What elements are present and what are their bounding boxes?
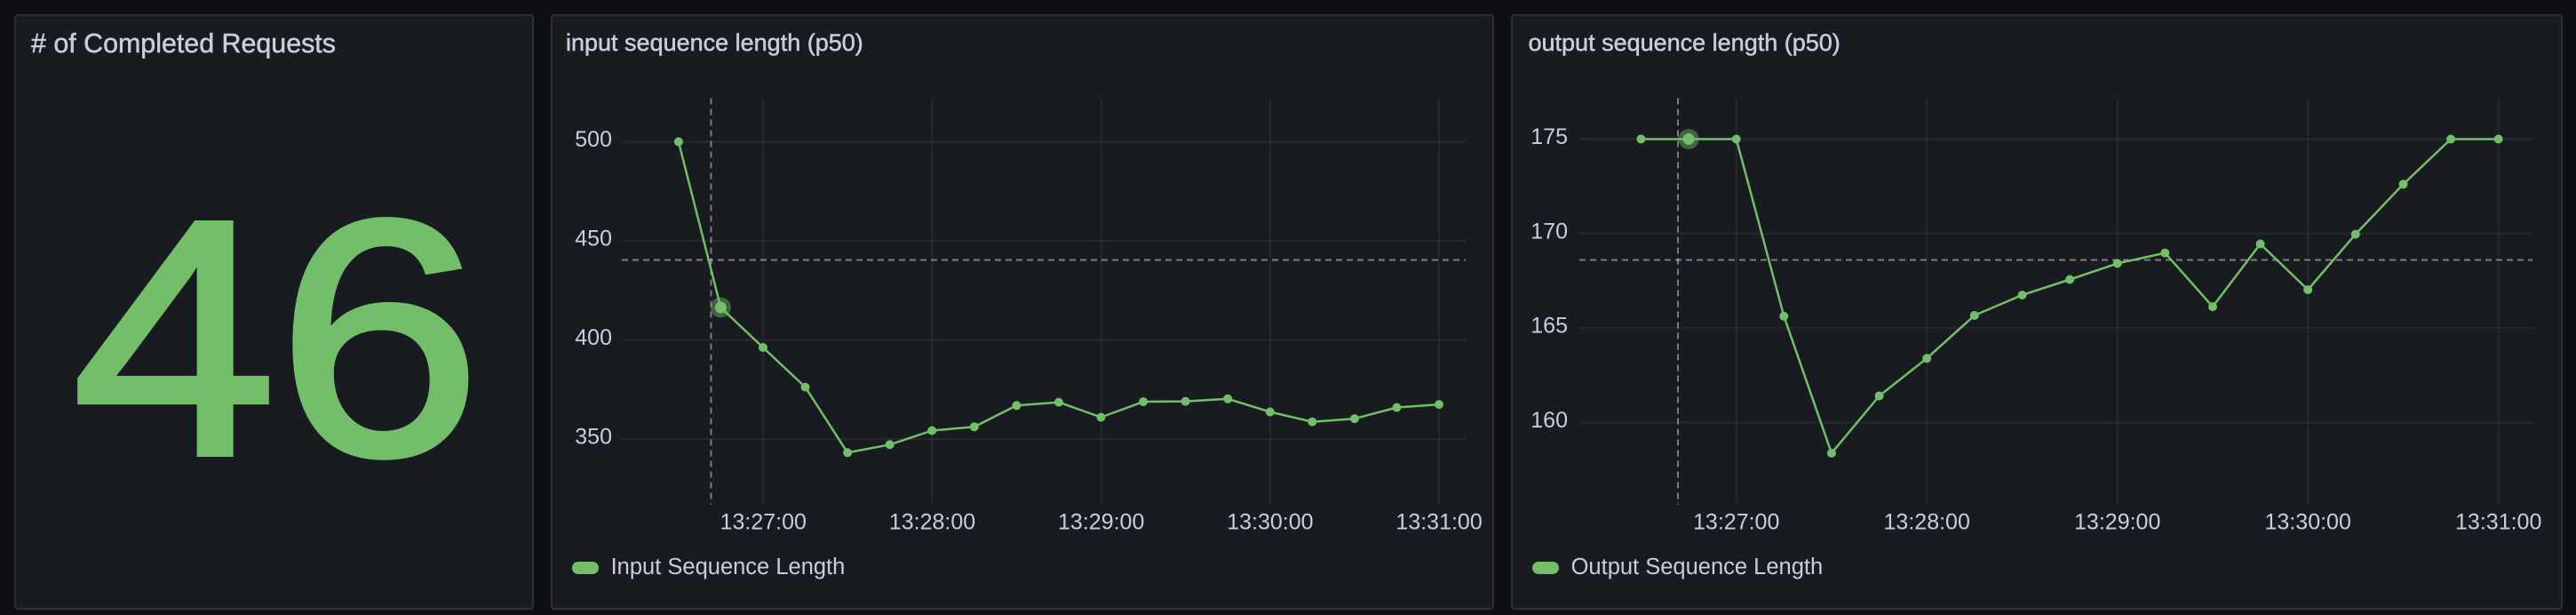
svg-text:13:31:00: 13:31:00 — [1395, 510, 1482, 535]
svg-text:500: 500 — [575, 127, 612, 152]
svg-text:13:29:00: 13:29:00 — [2074, 510, 2160, 535]
svg-text:165: 165 — [1530, 314, 1568, 339]
svg-text:13:31:00: 13:31:00 — [2455, 510, 2541, 535]
svg-text:450: 450 — [575, 227, 612, 252]
svg-text:170: 170 — [1530, 219, 1568, 244]
svg-text:13:29:00: 13:29:00 — [1058, 510, 1144, 535]
svg-text:13:28:00: 13:28:00 — [1884, 510, 1970, 535]
svg-text:13:30:00: 13:30:00 — [1227, 510, 1313, 535]
svg-text:175: 175 — [1530, 124, 1568, 149]
svg-text:13:27:00: 13:27:00 — [720, 510, 807, 535]
svg-text:400: 400 — [575, 325, 612, 350]
svg-text:160: 160 — [1530, 408, 1568, 433]
svg-text:13:27:00: 13:27:00 — [1693, 510, 1779, 535]
svg-text:13:28:00: 13:28:00 — [889, 510, 975, 535]
svg-text:13:30:00: 13:30:00 — [2265, 510, 2351, 535]
svg-text:350: 350 — [575, 425, 612, 450]
